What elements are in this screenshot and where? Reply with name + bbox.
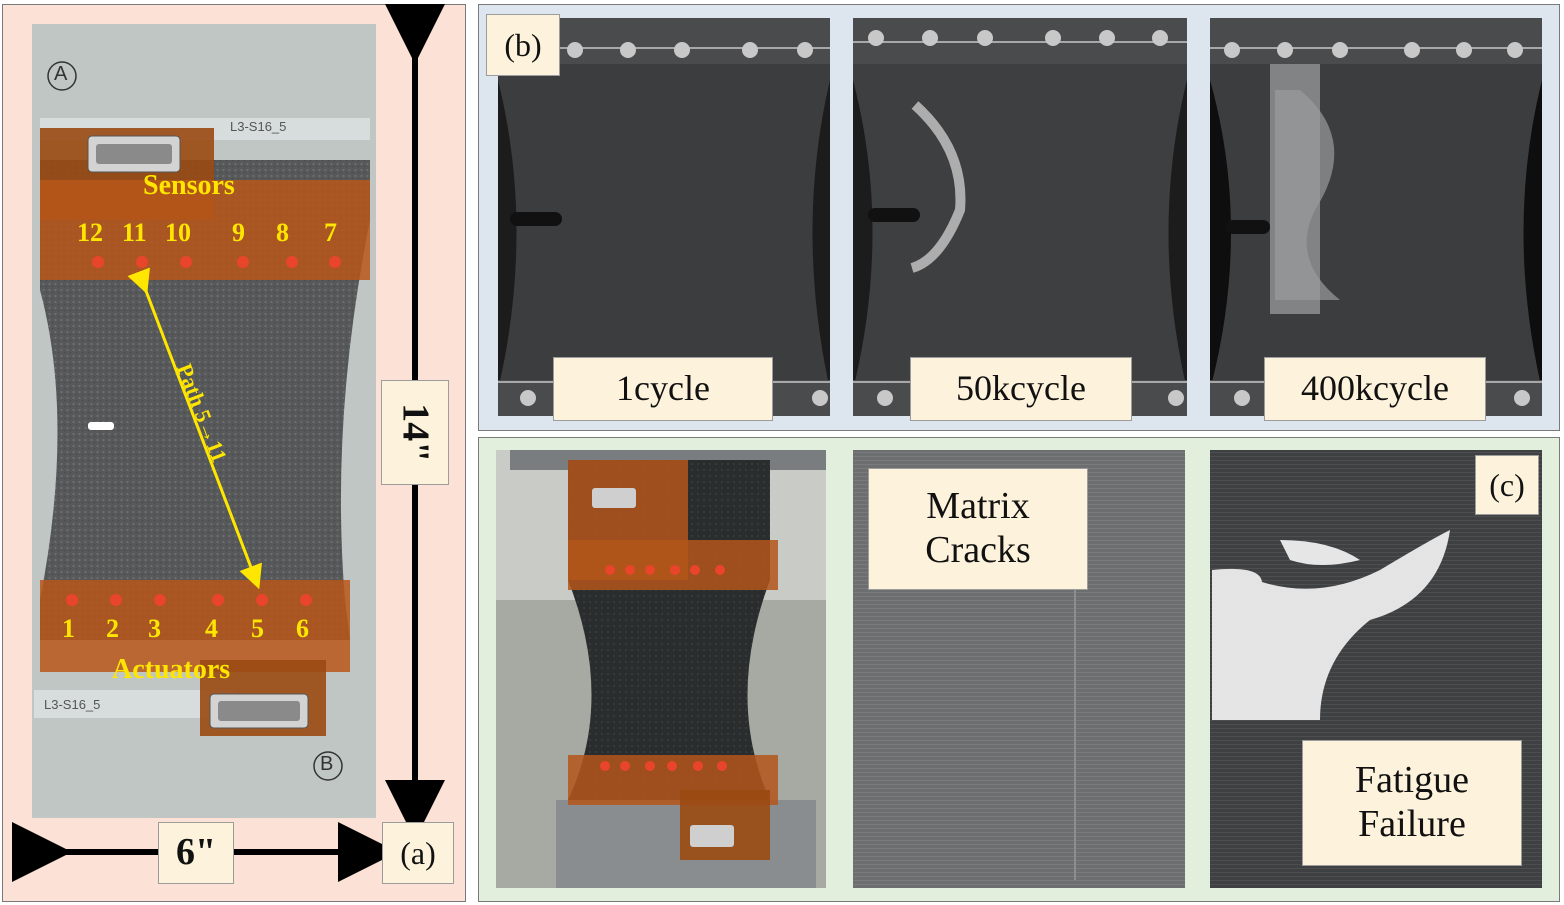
matrix-cracks-label: Matrix Cracks (868, 468, 1088, 590)
test-rig-photo (496, 450, 826, 888)
panel-c-tag: (c) (1475, 455, 1539, 515)
fatigue-failure-label: Fatigue Failure (1302, 740, 1522, 866)
